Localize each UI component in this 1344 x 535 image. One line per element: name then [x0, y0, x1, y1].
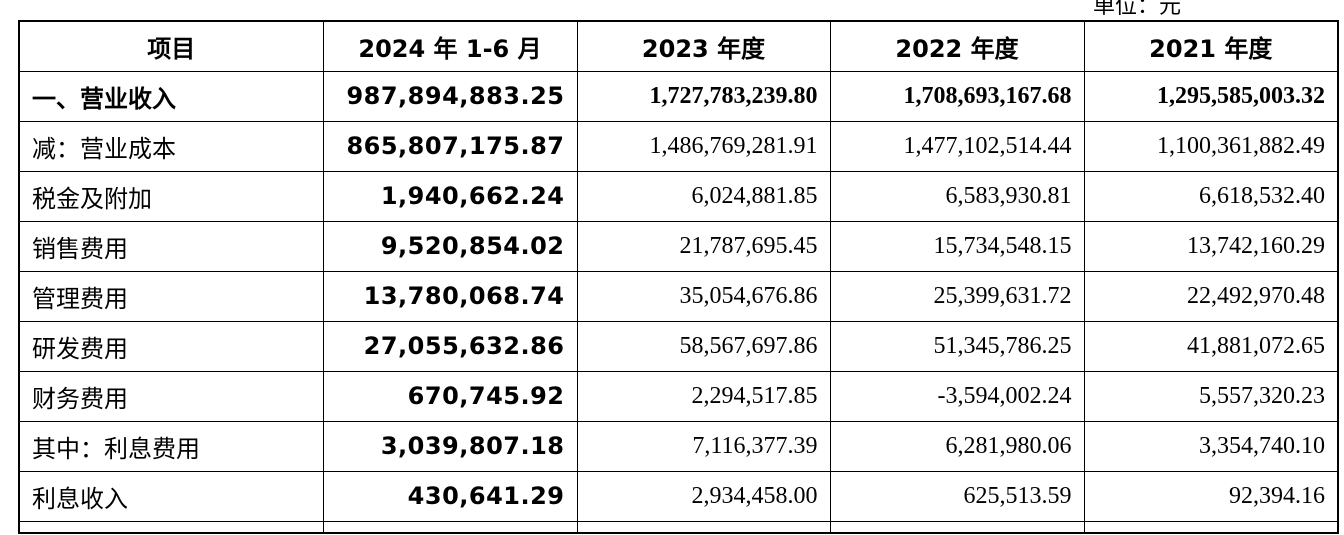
cell-2021: 13,742,160.29 [1083, 220, 1339, 272]
cell-2021: 1,295,585,003.32 [1083, 70, 1339, 122]
header-2023: 2023 年度 [576, 20, 831, 72]
cell-2023: 1,486,769,281.91 [576, 120, 831, 172]
cell-2024-h1: 1,940,662.24 [322, 170, 578, 222]
cell-2021: 41,881,072.65 [1083, 320, 1339, 372]
cell-2024-h1: 9,520,854.02 [322, 220, 578, 272]
cell-2023: 21,787,695.45 [576, 220, 831, 272]
cell-2022: 1,477,102,514.44 [829, 120, 1085, 172]
header-2024-h1: 2024 年 1-6 月 [322, 20, 578, 72]
cell-2021: 6,618,532.40 [1083, 170, 1339, 222]
cell-2024-h1: 670,745.92 [322, 370, 578, 422]
row-label: 财务费用 [18, 370, 324, 422]
cell-2024-h1: 27,055,632.86 [322, 320, 578, 372]
row-label: 研发费用 [18, 320, 324, 372]
row-label: 利息收入 [18, 470, 324, 522]
table-row: 减：营业成本 865,807,175.87 1,486,769,281.91 1… [18, 120, 1339, 172]
empty-cell [322, 520, 578, 534]
cell-2022: 1,708,693,167.68 [829, 70, 1085, 122]
table-row: 销售费用 9,520,854.02 21,787,695.45 15,734,5… [18, 220, 1339, 272]
table-header-row: 项目 2024 年 1-6 月 2023 年度 2022 年度 2021 年度 [18, 20, 1339, 72]
cell-2024-h1: 13,780,068.74 [322, 270, 578, 322]
income-statement-table: 项目 2024 年 1-6 月 2023 年度 2022 年度 2021 年度 … [18, 20, 1339, 534]
cell-2021: 1,100,361,882.49 [1083, 120, 1339, 172]
cell-2023: 35,054,676.86 [576, 270, 831, 322]
cell-2022: 6,583,930.81 [829, 170, 1085, 222]
table-row: 利息收入 430,641.29 2,934,458.00 625,513.59 … [18, 470, 1339, 522]
table-row-partial [18, 520, 1339, 534]
table-row: 研发费用 27,055,632.86 58,567,697.86 51,345,… [18, 320, 1339, 372]
table-row: 财务费用 670,745.92 2,294,517.85 -3,594,002.… [18, 370, 1339, 422]
cell-2021: 5,557,320.23 [1083, 370, 1339, 422]
row-label: 销售费用 [18, 220, 324, 272]
table-row: 其中：利息费用 3,039,807.18 7,116,377.39 6,281,… [18, 420, 1339, 472]
cell-2021: 3,354,740.10 [1083, 420, 1339, 472]
cell-2024-h1: 987,894,883.25 [322, 70, 578, 122]
empty-cell [18, 520, 324, 534]
unit-label: 单位：元 [1093, 0, 1182, 19]
header-item: 项目 [18, 20, 324, 72]
cell-2024-h1: 3,039,807.18 [322, 420, 578, 472]
row-label: 税金及附加 [18, 170, 324, 222]
header-2021: 2021 年度 [1083, 20, 1339, 72]
cell-2023: 1,727,783,239.80 [576, 70, 831, 122]
cell-2022: 15,734,548.15 [829, 220, 1085, 272]
table-row: 一、营业收入 987,894,883.25 1,727,783,239.80 1… [18, 70, 1339, 122]
row-label: 管理费用 [18, 270, 324, 322]
cell-2022: 6,281,980.06 [829, 420, 1085, 472]
cell-2024-h1: 430,641.29 [322, 470, 578, 522]
cell-2023: 58,567,697.86 [576, 320, 831, 372]
table-row: 税金及附加 1,940,662.24 6,024,881.85 6,583,93… [18, 170, 1339, 222]
cell-2022: -3,594,002.24 [829, 370, 1085, 422]
cell-2023: 7,116,377.39 [576, 420, 831, 472]
cell-2022: 25,399,631.72 [829, 270, 1085, 322]
cell-2021: 22,492,970.48 [1083, 270, 1339, 322]
cell-2023: 6,024,881.85 [576, 170, 831, 222]
row-label: 减：营业成本 [18, 120, 324, 172]
empty-cell [576, 520, 831, 534]
cell-2022: 51,345,786.25 [829, 320, 1085, 372]
empty-cell [829, 520, 1085, 534]
cell-2022: 625,513.59 [829, 470, 1085, 522]
cell-2023: 2,934,458.00 [576, 470, 831, 522]
row-label: 其中：利息费用 [18, 420, 324, 472]
header-2022: 2022 年度 [829, 20, 1085, 72]
table-row: 管理费用 13,780,068.74 35,054,676.86 25,399,… [18, 270, 1339, 322]
cell-2023: 2,294,517.85 [576, 370, 831, 422]
cell-2024-h1: 865,807,175.87 [322, 120, 578, 172]
empty-cell [1083, 520, 1339, 534]
cell-2021: 92,394.16 [1083, 470, 1339, 522]
row-label: 一、营业收入 [18, 70, 324, 122]
